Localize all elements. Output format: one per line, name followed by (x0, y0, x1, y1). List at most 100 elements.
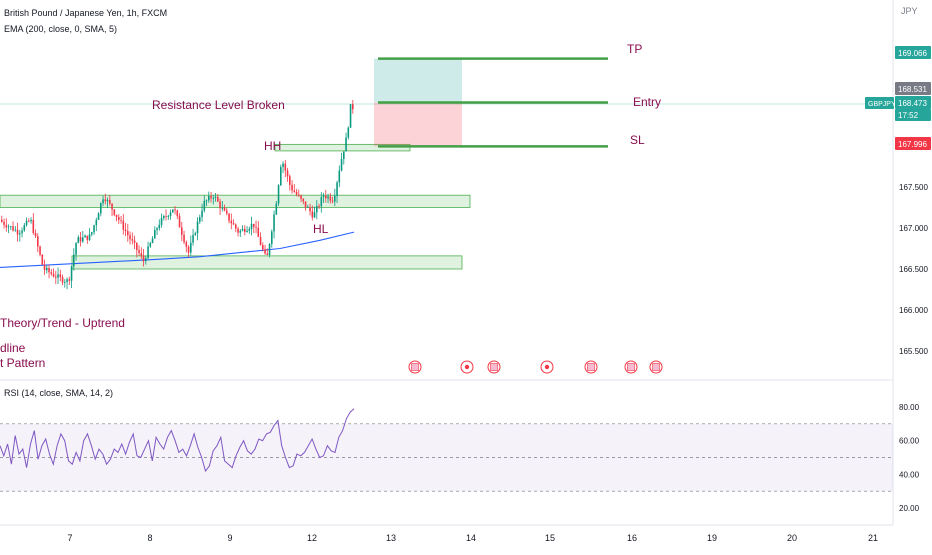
symbol-title[interactable]: British Pound / Japanese Yen, 1h, FXCM (4, 8, 168, 18)
current-price-label[interactable]: 168.531 (895, 82, 931, 95)
price-axis-tick: 167.500 (899, 183, 928, 192)
pattern-label: t Pattern (0, 356, 45, 370)
last-price-label-text: 168.473 (898, 99, 927, 108)
candle-body (255, 226, 257, 228)
candle-body (196, 221, 199, 234)
candle-body (271, 231, 273, 245)
candle-body (293, 190, 296, 192)
candle-body (154, 230, 156, 239)
candle-body (147, 246, 149, 259)
candle-body (352, 104, 354, 110)
candle-countdown-label-text: 17:52 (898, 111, 919, 120)
candle-body (219, 201, 221, 209)
candle-body (307, 207, 309, 208)
candle-body (21, 230, 23, 234)
candle-body (230, 220, 233, 224)
candle-body (349, 104, 352, 128)
economic-event-flag (490, 363, 498, 371)
candle-body (106, 199, 109, 202)
candle-body (250, 223, 253, 229)
economic-event-dot (464, 364, 470, 370)
candle-body (316, 205, 318, 213)
candle-body (84, 235, 86, 238)
candle-body (167, 215, 170, 217)
time-axis-tick: 16 (627, 533, 637, 543)
economic-event-flag (411, 363, 419, 371)
candle-body (158, 224, 161, 229)
ema-legend[interactable]: EMA (200, close, 0, SMA, 5) (4, 24, 118, 34)
candle-body (136, 242, 138, 251)
candle-body (345, 137, 347, 152)
candle-body (264, 249, 266, 254)
candle-body (325, 195, 327, 199)
candle-body (214, 196, 217, 198)
rsi-line (0, 408, 355, 473)
candle-body (95, 219, 98, 226)
candle-body (277, 185, 280, 204)
loss-zone[interactable] (374, 102, 462, 147)
time-axis-tick: 14 (466, 533, 476, 543)
profit-zone[interactable] (374, 58, 462, 103)
time-axis-tick: 8 (147, 533, 152, 543)
last-price-label[interactable]: 168.473 (895, 96, 931, 109)
tp-label: TP (627, 42, 642, 56)
candle-body (163, 215, 165, 218)
candle-body (205, 200, 208, 202)
rsi-axis-tick: 60.00 (899, 437, 920, 446)
candle-body (91, 232, 93, 235)
candle-body (244, 228, 246, 232)
candle-body (115, 214, 118, 217)
candle-body (226, 210, 228, 214)
sl-label: SL (630, 133, 645, 147)
candle-body (275, 203, 278, 215)
ema-line (0, 231, 355, 268)
candle-body (88, 234, 91, 240)
candle-body (12, 226, 14, 231)
candle-body (39, 246, 41, 255)
resistance-zone[interactable] (0, 194, 471, 208)
candle-body (289, 176, 291, 185)
candle-body (25, 220, 28, 226)
candle-body (10, 226, 12, 228)
candle-body (34, 232, 37, 237)
candle-body (61, 277, 64, 283)
rsi-legend[interactable]: RSI (14, close, SMA, 14, 2) (4, 388, 114, 398)
candle-body (313, 212, 316, 218)
candle-body (183, 234, 185, 243)
candle-countdown-label[interactable]: 17:52 (895, 109, 931, 121)
candle-body (309, 207, 311, 212)
candle-body (133, 240, 136, 243)
support-zone[interactable] (71, 255, 463, 270)
candle-body (86, 235, 89, 240)
breakout-zone[interactable] (274, 143, 411, 152)
candle-body (109, 199, 111, 204)
candle-body (66, 279, 68, 283)
candle-body (282, 163, 284, 167)
sl-price-label-bg (895, 137, 931, 150)
candle-body (165, 215, 167, 217)
candle-body (291, 184, 293, 191)
candle-body (253, 223, 255, 227)
candle-body (75, 243, 77, 255)
candle-body (246, 230, 248, 232)
candle-body (235, 224, 237, 229)
trendline-label: dline (0, 341, 26, 355)
rsi-axis-tick: 80.00 (899, 403, 920, 412)
candle-body (192, 234, 194, 243)
candle-body (30, 219, 32, 222)
candle-body (149, 243, 152, 247)
candle-body (176, 210, 179, 217)
symbol-price-label[interactable]: GBPJPY (865, 97, 896, 109)
tp-price-label[interactable]: 169.066 (895, 46, 931, 59)
candle-body (169, 212, 172, 216)
candle-body (1, 219, 3, 222)
candle-body (237, 228, 239, 233)
current-price-label-text: 168.531 (898, 85, 927, 94)
economic-event-dot (544, 364, 550, 370)
sl-price-label[interactable]: 167.996 (895, 137, 931, 150)
currency-label: JPY (901, 6, 918, 16)
tp-price-label-bg (895, 46, 931, 59)
candle-body (142, 255, 145, 262)
